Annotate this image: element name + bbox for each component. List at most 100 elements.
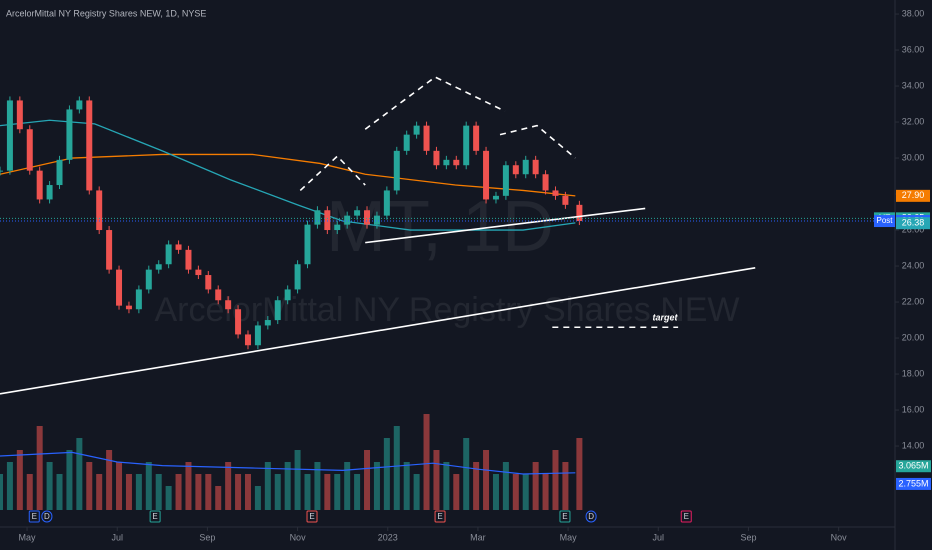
volume-bar [502,462,509,510]
candle [96,190,103,231]
volume-bar [492,474,499,510]
candle [106,230,113,270]
volume-bar [542,474,549,510]
candle [492,195,499,200]
volume-bar [373,462,380,510]
candle [235,309,242,335]
candle [46,185,53,200]
candle [274,300,281,321]
y-tick-label: 38.00 [902,8,925,18]
candle [304,224,311,265]
y-tick-label: 36.00 [902,44,925,54]
x-tick-label: Jul [653,532,665,542]
candle [364,210,371,225]
volume-bar [96,474,103,510]
volume-bar [473,462,480,510]
volume-bar [26,474,33,510]
volume-bar [0,474,3,510]
candle [135,289,142,310]
volume-tag-label: 2.755M [898,478,928,488]
candle [185,249,192,270]
volume-bar [16,450,23,510]
volume-bar [364,450,371,510]
x-tick-label: May [560,532,578,542]
candle [284,289,291,301]
volume-bar [393,426,400,510]
candle [225,300,232,310]
volume-bar [354,474,361,510]
volume-bar [344,462,351,510]
candle [423,125,430,151]
y-tick-label: 30.00 [902,152,925,162]
y-tick-label: 26.00 [902,224,925,234]
event-icon [41,510,53,523]
volume-bar [205,474,212,510]
trendline [0,267,756,395]
volume-bar [116,462,123,510]
price-tag [896,217,930,230]
volume-bar [512,474,519,510]
candle [344,215,351,225]
candle [175,244,182,250]
candle [36,170,43,200]
candle [215,289,222,301]
volume-bar [125,474,132,510]
x-tick-label: Sep [199,532,215,542]
candle [6,100,13,171]
event-label: E [309,512,314,521]
y-tick-label: 22.00 [902,296,925,306]
volume-bar [413,474,420,510]
y-tick-label: 32.00 [902,116,925,126]
volume-bar [135,474,142,510]
price-tag-label: 27.90 [902,190,925,200]
candle [463,125,470,166]
volume-bar [155,474,162,510]
y-tick-label: 18.00 [902,368,925,378]
candle [86,100,93,191]
candle [522,159,529,175]
candle [125,305,132,310]
volume-bar [522,474,529,510]
candle [576,204,583,222]
volume-bar [6,462,13,510]
volume-bar [453,474,460,510]
candle [56,159,63,186]
x-tick-label: 2023 [378,532,398,542]
volume-bar [215,486,222,510]
candle [562,195,569,205]
candle [334,224,341,231]
price-tag-label: 26.38 [902,218,925,228]
volume-bar [185,462,192,510]
candle [413,125,420,135]
event-label: E [152,512,157,521]
volume-bar [423,414,430,510]
candle [195,269,202,276]
trendline [499,124,576,159]
volume-bar [284,462,291,510]
candle [324,210,331,231]
volume-bar [314,462,321,510]
candle [254,325,261,346]
candle [314,210,321,225]
candle [76,100,83,110]
candle [16,100,23,130]
price-tag [896,189,930,202]
candle [383,190,390,216]
volume-bar [483,450,490,510]
volume-tag [896,460,931,473]
volume-bar [264,462,271,510]
volume-bar [145,462,152,510]
candle [502,165,509,196]
candle [116,269,123,306]
volume-bar [106,450,113,510]
volume-bar [532,462,539,510]
event-label: D [44,512,50,521]
moving-average [0,153,576,197]
y-tick-label: 14.00 [902,440,925,450]
y-tick-label: 20.00 [902,332,925,342]
volume-bar [165,486,172,510]
volume-bar [576,438,583,510]
volume-bar [552,450,559,510]
candle [145,269,152,290]
event-icon [585,510,597,523]
